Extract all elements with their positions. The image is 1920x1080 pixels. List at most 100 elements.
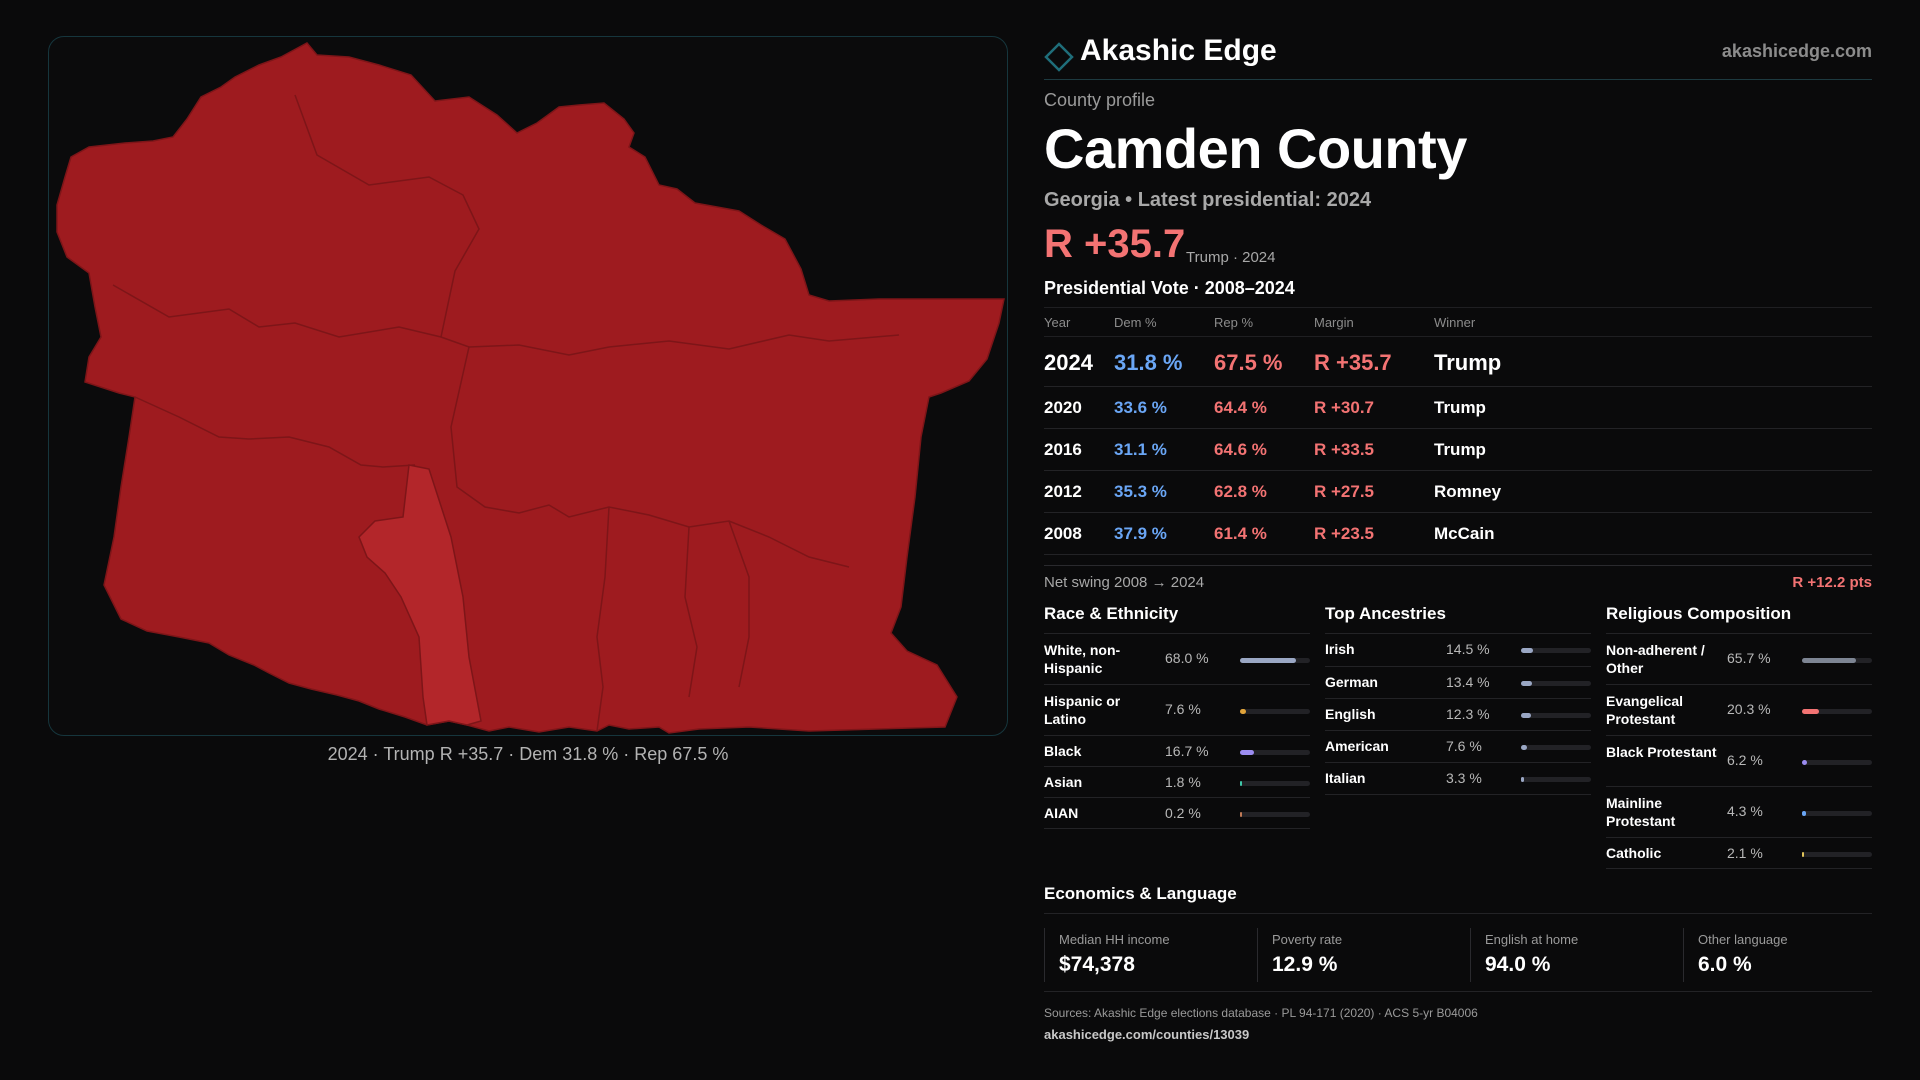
cell-winner: Trump: [1434, 350, 1502, 375]
item-value: 14.5 %: [1446, 641, 1490, 657]
item-bar-fill: [1802, 852, 1804, 857]
cell-winner: Trump: [1434, 398, 1486, 417]
item-label: AIAN: [1044, 805, 1079, 821]
list-item: Black 16.7 %: [1044, 736, 1310, 767]
item-bar: [1240, 750, 1310, 755]
page-subtitle: Georgia • Latest presidential: 2024: [1044, 189, 1372, 211]
net-swing-label: Net swing 2008 → 2024: [1044, 574, 1205, 591]
cell-dem: 31.8 %: [1114, 350, 1183, 375]
sources-note: Sources: Akashic Edge elections database…: [1044, 1006, 1478, 1020]
item-label: Black Protestant: [1606, 744, 1717, 760]
item-value: 6.2 %: [1727, 752, 1763, 768]
item-bar-fill: [1802, 709, 1819, 714]
county-map[interactable]: [49, 37, 1008, 736]
highlighted-tract[interactable]: [358, 464, 482, 726]
cell-dem: 31.1 %: [1114, 440, 1167, 459]
item-value: 0.2 %: [1165, 805, 1201, 821]
item-value: 2.1 %: [1727, 845, 1763, 861]
cell-rep: 61.4 %: [1214, 524, 1267, 543]
cell-rep: 64.4 %: [1214, 398, 1267, 417]
item-bar-fill: [1521, 713, 1531, 718]
item-bar: [1521, 745, 1591, 750]
stat-card: Poverty rate 12.9 %: [1257, 928, 1464, 982]
subdivision-lines: [112, 94, 900, 732]
item-bar: [1802, 709, 1872, 714]
cell-year: 2024: [1044, 350, 1093, 375]
county-profile-panel: Akashic Edge akashicedge.com County prof…: [1044, 0, 1872, 1080]
net-swing-value: R +12.2 pts: [1792, 574, 1872, 591]
item-bar-fill: [1802, 760, 1807, 765]
cell-margin: R +23.5: [1314, 524, 1375, 543]
cell-rep: 67.5 %: [1214, 350, 1283, 375]
item-value: 12.3 %: [1446, 706, 1490, 722]
stat-label: English at home: [1485, 932, 1579, 947]
item-label: White, non-Hispanic: [1044, 642, 1121, 676]
stat-value: 12.9 %: [1272, 953, 1338, 976]
item-value: 3.3 %: [1446, 770, 1482, 786]
stat-value: 94.0 %: [1485, 953, 1551, 976]
cell-year: 2020: [1044, 398, 1082, 417]
brand-url[interactable]: akashicedge.com: [1721, 41, 1872, 61]
item-label: Italian: [1325, 770, 1366, 786]
item-bar-fill: [1240, 781, 1242, 786]
table-row: 2016 31.1 % 64.6 % R +33.5 Trump: [1044, 429, 1872, 471]
item-label: Evangelical Protestant: [1606, 693, 1684, 727]
stat-value: $74,378: [1059, 953, 1135, 976]
list-item: AIAN 0.2 %: [1044, 798, 1310, 829]
item-value: 1.8 %: [1165, 774, 1201, 790]
county-shape[interactable]: [56, 42, 1005, 734]
page-kicker: County profile: [1044, 90, 1156, 110]
vote-table-header: Year Dem % Rep % Margin Winner: [1044, 307, 1872, 337]
item-value: 7.6 %: [1446, 738, 1482, 754]
religion-section: Religious Composition Non-adherent / Oth…: [1606, 602, 1872, 869]
item-value: 20.3 %: [1727, 701, 1771, 717]
item-bar-fill: [1240, 812, 1242, 817]
diamond-icon: [1044, 42, 1074, 72]
stat-label: Other language: [1698, 932, 1788, 947]
list-item: Non-adherent / Other 65.7 %: [1606, 634, 1872, 685]
list-item: Asian 1.8 %: [1044, 767, 1310, 798]
item-label: Asian: [1044, 774, 1083, 790]
item-label: English: [1325, 706, 1376, 722]
cell-margin: R +33.5: [1314, 440, 1375, 459]
item-label: Irish: [1325, 641, 1355, 657]
list-item: American 7.6 %: [1325, 731, 1591, 763]
header-winner: Winner: [1434, 315, 1476, 330]
cell-winner: McCain: [1434, 524, 1495, 543]
item-bar-fill: [1521, 648, 1533, 653]
item-bar-fill: [1802, 811, 1806, 816]
header-year: Year: [1044, 315, 1071, 330]
net-swing-row: Net swing 2008 → 2024 R +12.2 pts: [1044, 565, 1872, 599]
item-bar-fill: [1240, 709, 1246, 714]
item-bar: [1240, 812, 1310, 817]
item-label: German: [1325, 674, 1378, 690]
brand-name[interactable]: Akashic Edge: [1080, 34, 1277, 67]
table-row: 2008 37.9 % 61.4 % R +23.5 McCain: [1044, 513, 1872, 555]
cell-dem: 37.9 %: [1114, 524, 1167, 543]
race-section-title: Race & Ethnicity: [1044, 602, 1310, 634]
religion-section-title: Religious Composition: [1606, 602, 1872, 634]
item-label: Catholic: [1606, 845, 1662, 861]
item-value: 7.6 %: [1165, 701, 1201, 717]
item-label: Non-adherent / Other: [1606, 642, 1705, 676]
vote-table: Year Dem % Rep % Margin Winner 2024 31.8…: [1044, 307, 1872, 555]
item-bar: [1240, 658, 1310, 663]
stat-label: Median HH income: [1059, 932, 1170, 947]
stat-card: Other language 6.0 %: [1683, 928, 1890, 982]
county-map-panel[interactable]: [48, 36, 1008, 736]
item-bar-fill: [1240, 750, 1254, 755]
cell-margin: R +35.7: [1314, 350, 1392, 375]
item-value: 65.7 %: [1727, 650, 1771, 666]
ancestry-section-title: Top Ancestries: [1325, 602, 1591, 634]
item-bar: [1240, 781, 1310, 786]
item-bar-fill: [1802, 658, 1856, 663]
stat-card: English at home 94.0 %: [1470, 928, 1677, 982]
item-value: 4.3 %: [1727, 803, 1763, 819]
cell-rep: 62.8 %: [1214, 482, 1267, 501]
item-bar: [1521, 713, 1591, 718]
item-bar: [1802, 852, 1872, 857]
item-bar: [1521, 648, 1591, 653]
source-link[interactable]: akashicedge.com/counties/13039: [1044, 1027, 1250, 1042]
vote-section-title: Presidential Vote · 2008–2024: [1044, 278, 1295, 298]
cell-year: 2016: [1044, 440, 1082, 459]
